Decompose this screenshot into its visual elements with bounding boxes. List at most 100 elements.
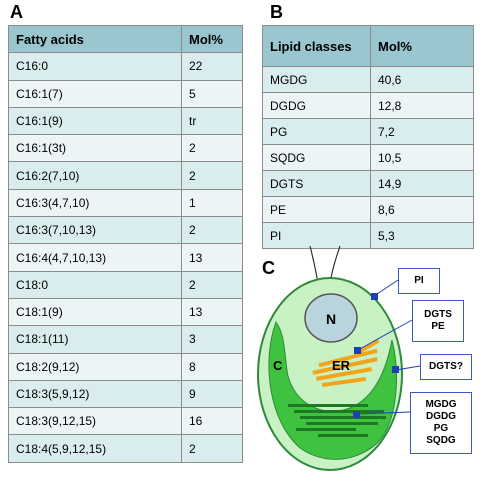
thylakoid-marker <box>353 411 360 418</box>
mol-percent-value: 10,5 <box>370 144 474 171</box>
table-row: MGDG 40,6 <box>262 66 474 93</box>
callout-text: PI <box>414 275 424 286</box>
callout-text: DGDG <box>426 411 456 422</box>
thylakoid-band <box>318 434 368 437</box>
envelope-marker <box>392 366 399 373</box>
mol-percent-value: tr <box>181 106 243 136</box>
mol-percent-value: 14,9 <box>370 170 474 197</box>
fatty-acid-name: C18:4(5,9,12,15) <box>8 434 182 463</box>
thylakoid-band <box>306 422 378 425</box>
fatty-acids-table: Fatty acids Mol% C16:0 22 C16:1(7) 5 C16:1(9… <box>8 24 243 463</box>
table-row: C16:1(3t) 2 <box>8 134 243 163</box>
panel-c-label: C <box>262 258 275 278</box>
table-row: SQDG 10,5 <box>262 144 474 171</box>
table-row: PE 8,6 <box>262 196 474 223</box>
fatty-acid-name: C18:3(5,9,12) <box>8 379 182 409</box>
table-row: PG 7,2 <box>262 118 474 145</box>
panel-b-label: B <box>270 2 283 22</box>
callout-text: SQDG <box>426 435 456 446</box>
thylakoid-band <box>288 404 368 407</box>
fatty-acid-name: C18:3(9,12,15) <box>8 407 182 436</box>
table-row: C16:1(9) tr <box>8 106 243 136</box>
lipid-class-name: DGTS <box>262 170 371 197</box>
table-row: C18:2(9,12) 8 <box>8 352 243 381</box>
fatty-acid-name: C16:3(7,10,13) <box>8 216 182 245</box>
er-membrane <box>318 348 378 368</box>
mol-percent-value: 22 <box>181 52 243 81</box>
table-row: C18:3(5,9,12) 9 <box>8 379 243 409</box>
callout-text: DGTS <box>424 309 452 320</box>
er-membrane <box>312 357 378 375</box>
pi-marker <box>371 293 378 300</box>
mol-percent-value: 40,6 <box>370 66 474 93</box>
table-row: PI 5,3 <box>262 222 474 249</box>
mol-percent-value: 5 <box>181 79 243 108</box>
mol-percent-header: Mol% <box>370 25 474 67</box>
lipid-class-name: PI <box>262 222 371 249</box>
panel-a-label: A <box>10 2 23 22</box>
table-row: DGTS 14,9 <box>262 170 474 197</box>
fatty-acid-name: C18:1(11) <box>8 325 182 354</box>
callout-pi: PI <box>398 268 440 294</box>
lipid-classes-table: Lipid classes Mol% MGDG 40,6 DGDG 12,8 PG 7,2… <box>262 25 474 249</box>
lipid-class-name: MGDG <box>262 66 371 93</box>
endoplasmic-reticulum <box>312 338 380 388</box>
mol-percent-value: 12,8 <box>370 92 474 119</box>
fatty-acid-name: C18:1(9) <box>8 297 182 327</box>
callout-text: MGDG <box>425 399 457 410</box>
callout-connectors <box>356 279 421 415</box>
nucleus-label: N <box>326 311 336 327</box>
table-row: C18:1(9) 13 <box>8 297 243 327</box>
er-marker <box>354 347 361 354</box>
fatty-acid-name: C16:4(4,7,10,13) <box>8 243 182 272</box>
mol-percent-value: 2 <box>181 161 243 190</box>
table-row: C16:3(7,10,13) 2 <box>8 216 243 245</box>
flagellum-left <box>309 245 319 285</box>
table-row: C18:3(9,12,15) 16 <box>8 407 243 436</box>
er-membrane <box>321 376 367 388</box>
fatty-acids-header: Fatty acids <box>8 24 182 54</box>
table-header-row: Fatty acids Mol% <box>8 24 243 54</box>
mol-percent-value: 2 <box>181 134 243 163</box>
mol-percent-value: 7,2 <box>370 118 474 145</box>
table-row: C16:3(4,7,10) 1 <box>8 188 243 218</box>
thylakoid-band <box>296 428 356 431</box>
lipid-class-name: PE <box>262 196 371 223</box>
callout-er-lipids: DGTS PE <box>412 300 464 342</box>
fatty-acid-name: C16:1(9) <box>8 106 182 136</box>
nucleus <box>304 293 358 343</box>
mol-percent-value: 2 <box>181 216 243 245</box>
chloroplast-label: C <box>273 358 283 373</box>
fatty-acid-name: C16:3(4,7,10) <box>8 188 182 218</box>
fatty-acid-name: C16:0 <box>8 52 182 81</box>
fatty-acid-name: C16:1(3t) <box>8 134 182 163</box>
lipid-class-name: SQDG <box>262 144 371 171</box>
table-row: C18:4(5,9,12,15) 2 <box>8 434 243 463</box>
thylakoid-connector <box>356 411 411 415</box>
mol-percent-value: 16 <box>181 407 243 436</box>
mol-percent-value: 1 <box>181 188 243 218</box>
table-row: C18:1(11) 3 <box>8 325 243 354</box>
envelope-connector <box>395 365 421 371</box>
table-row: C16:0 22 <box>8 52 243 81</box>
mol-percent-value: 2 <box>181 270 243 299</box>
callout-envelope: DGTS? <box>420 354 472 380</box>
mol-percent-value: 13 <box>181 243 243 272</box>
mol-percent-header: Mol% <box>181 24 243 54</box>
mol-percent-value: 9 <box>181 379 243 409</box>
mol-percent-value: 13 <box>181 297 243 327</box>
fatty-acid-name: C18:0 <box>8 270 182 299</box>
callout-thylakoid-lipids: MGDG DGDG PG SQDG <box>410 392 472 454</box>
thylakoid-band <box>300 416 386 419</box>
fatty-acid-name: C18:2(9,12) <box>8 352 182 381</box>
table-row: C18:0 2 <box>8 270 243 299</box>
mol-percent-value: 2 <box>181 434 243 463</box>
lipid-classes-header: Lipid classes <box>262 25 371 67</box>
er-connector <box>357 319 413 351</box>
callout-text: PG <box>433 423 449 434</box>
mol-percent-value: 8 <box>181 352 243 381</box>
mol-percent-value: 3 <box>181 325 243 354</box>
callout-text: PE <box>431 321 445 332</box>
mol-percent-value: 5,3 <box>370 222 474 249</box>
